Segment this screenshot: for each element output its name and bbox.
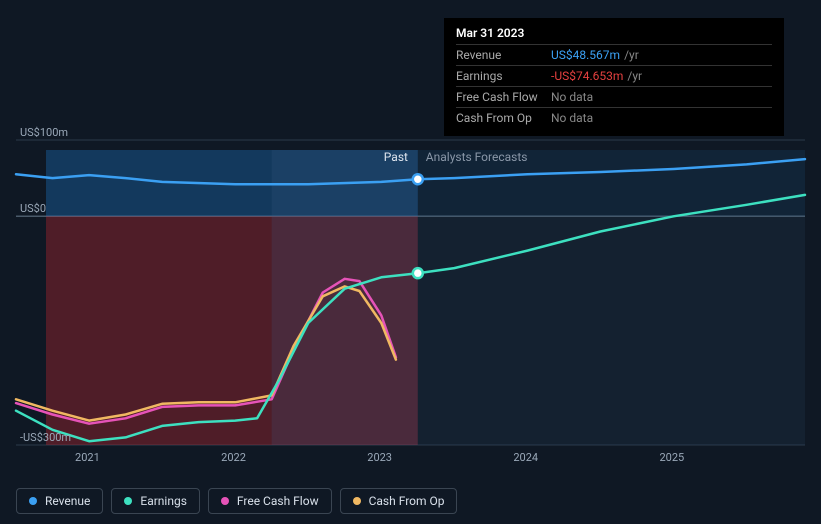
tooltip-row: Cash From OpNo data	[456, 107, 772, 128]
tooltip-row-value: No data	[551, 111, 593, 125]
tooltip-row-label: Free Cash Flow	[456, 90, 551, 104]
tooltip-date: Mar 31 2023	[456, 26, 772, 40]
x-axis-tick-label: 2022	[221, 451, 246, 464]
legend-dot-icon	[29, 497, 37, 505]
legend-dot-icon	[124, 497, 132, 505]
past-region-label: Past	[384, 150, 408, 164]
y-axis-tick-label: -US$300m	[20, 431, 71, 444]
x-axis-tick-label: 2021	[75, 451, 100, 464]
legend-item-label: Revenue	[45, 494, 90, 508]
tooltip-row-value: No data	[551, 90, 593, 104]
tooltip-row-unit: /yr	[627, 69, 642, 83]
tooltip-row: RevenueUS$48.567m/yr	[456, 44, 772, 65]
x-axis-tick-label: 2025	[660, 451, 685, 464]
tooltip-row-unit: /yr	[624, 48, 639, 62]
y-axis-tick-label: US$0	[20, 202, 46, 215]
legend-dot-icon	[221, 497, 229, 505]
tooltip-row-label: Earnings	[456, 69, 551, 83]
legend-item-label: Free Cash Flow	[237, 494, 319, 508]
legend-item-free-cash-flow[interactable]: Free Cash Flow	[208, 488, 332, 514]
x-axis-tick-label: 2023	[367, 451, 392, 464]
x-axis-tick-label: 2024	[513, 451, 538, 464]
tooltip-row-value: -US$74.653m	[551, 69, 623, 83]
tooltip-row-label: Revenue	[456, 48, 551, 62]
legend-item-earnings[interactable]: Earnings	[111, 488, 200, 514]
revenue-marker	[413, 174, 423, 184]
chart-tooltip: Mar 31 2023 RevenueUS$48.567m/yrEarnings…	[444, 18, 784, 136]
tooltip-row-value: US$48.567m	[551, 48, 620, 62]
financials-chart: US$100m US$0 -US$300m 2021 2022 2023 2024 2025…	[0, 0, 821, 524]
legend-dot-icon	[353, 497, 361, 505]
legend-item-cash-from-op[interactable]: Cash From Op	[340, 488, 458, 514]
tooltip-row: Earnings-US$74.653m/yr	[456, 65, 772, 86]
tooltip-row-label: Cash From Op	[456, 111, 551, 125]
tooltip-row: Free Cash FlowNo data	[456, 86, 772, 107]
y-axis-tick-label: US$100m	[20, 126, 68, 139]
forecast-region-label: Analysts Forecasts	[426, 150, 528, 164]
legend-item-label: Cash From Op	[369, 494, 445, 508]
chart-legend: Revenue Earnings Free Cash Flow Cash From O…	[16, 488, 457, 514]
legend-item-revenue[interactable]: Revenue	[16, 488, 103, 514]
legend-item-label: Earnings	[140, 494, 187, 508]
earnings-marker	[413, 268, 423, 278]
